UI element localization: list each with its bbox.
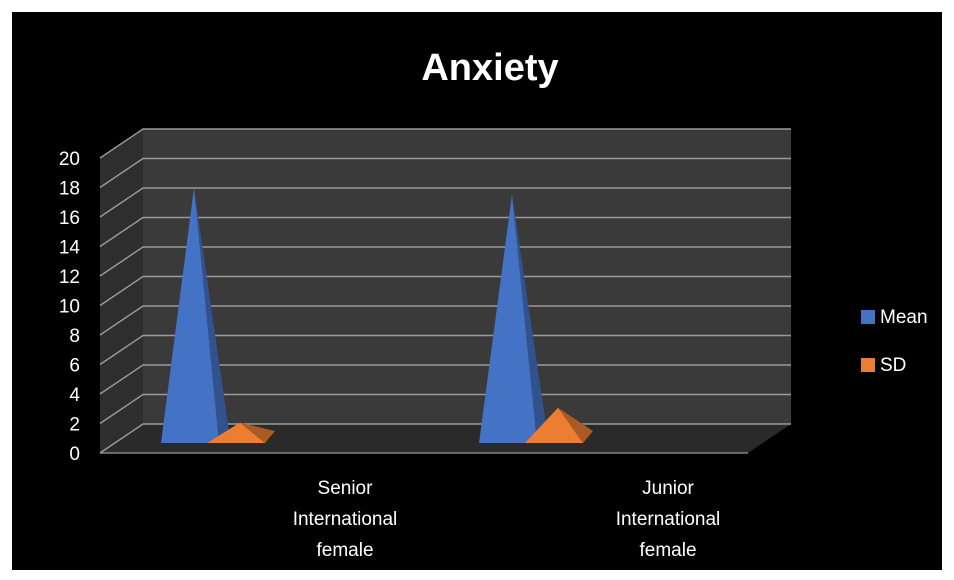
y-tick-label: 18 xyxy=(59,179,80,200)
y-tick-label: 10 xyxy=(59,297,80,318)
bar-mean xyxy=(479,194,537,443)
gridline xyxy=(99,157,791,189)
gridline xyxy=(99,246,791,277)
legend-label-mean: Mean xyxy=(880,307,928,328)
gridline xyxy=(99,305,791,336)
x-category-label: Senior xyxy=(318,478,374,499)
chart-frame: Anxiety 0 2 4 6 8 10 12 14 16 18 20 Senior Internat… xyxy=(12,12,942,570)
chart: Anxiety 0 2 4 6 8 10 12 14 16 18 20 Senior Internat… xyxy=(59,47,928,561)
gridline xyxy=(99,216,791,248)
x-category-label: International xyxy=(616,509,721,530)
gridline xyxy=(99,275,791,307)
gridline xyxy=(99,128,791,159)
gridline xyxy=(99,334,791,366)
legend-swatch-sd xyxy=(861,358,875,372)
gridlines xyxy=(99,128,791,454)
y-tick-label: 14 xyxy=(59,238,81,259)
y-tick-label: 12 xyxy=(59,267,80,288)
y-tick-label: 20 xyxy=(59,149,80,170)
chart-title: Anxiety xyxy=(421,47,558,89)
legend-label-sd: SD xyxy=(880,355,906,376)
y-axis: 0 2 4 6 8 10 12 14 16 18 20 xyxy=(59,149,81,465)
x-category-label: International xyxy=(293,509,398,530)
legend: Mean SD xyxy=(861,307,928,376)
y-tick-label: 4 xyxy=(69,385,80,406)
bar-mean xyxy=(161,187,219,443)
bar-mean-side xyxy=(194,187,229,443)
y-tick-label: 2 xyxy=(69,415,80,436)
x-category-label: female xyxy=(316,540,373,561)
legend-swatch-mean xyxy=(861,310,875,324)
bar-sd xyxy=(525,407,583,443)
bar-sd xyxy=(207,422,265,443)
bar-sd-side xyxy=(240,422,275,443)
x-category-label: female xyxy=(639,540,696,561)
gridline xyxy=(99,364,791,395)
y-tick-label: 16 xyxy=(59,208,80,229)
y-tick-label: 8 xyxy=(69,326,80,347)
y-tick-label: 6 xyxy=(69,356,80,377)
bars xyxy=(161,187,593,443)
gridline xyxy=(99,187,791,218)
y-tick-label: 0 xyxy=(69,444,80,465)
gridline xyxy=(99,393,791,425)
x-axis: Senior International female Junior Internati… xyxy=(293,478,721,561)
bar-mean-side xyxy=(512,194,547,443)
bar-sd-side xyxy=(558,407,593,443)
x-category-label: Junior xyxy=(642,478,694,499)
